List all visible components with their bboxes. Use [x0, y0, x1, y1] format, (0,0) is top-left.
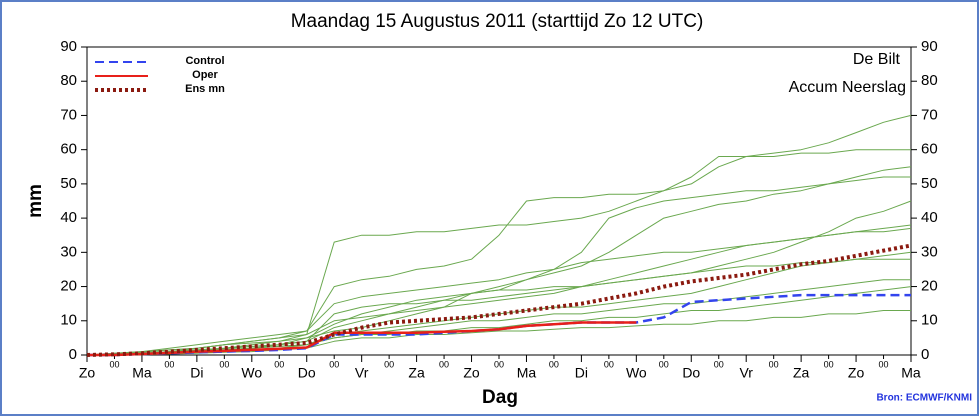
x-tick-label: 00 [439, 359, 449, 369]
y2-tick-label: 70 [921, 106, 938, 123]
y-tick-label: 10 [60, 312, 77, 329]
x-tick-label: Wo [626, 365, 647, 381]
x-tick-label: Za [793, 365, 810, 381]
x-tick-label: 00 [274, 359, 284, 369]
x-tick-label: 00 [824, 359, 834, 369]
x-tick-label: 00 [329, 359, 339, 369]
ensemble-line [86, 149, 911, 356]
y-tick-label: 60 [60, 141, 77, 158]
ensemble-line [86, 200, 912, 356]
annotation: De Bilt [853, 51, 901, 68]
x-tick-label: Di [190, 365, 203, 381]
y-tick-label: 0 [69, 346, 77, 363]
x-tick-label: Vr [739, 365, 753, 381]
y-tick-label: 50 [60, 175, 77, 192]
x-tick-label: 00 [659, 359, 669, 369]
x-tick-label: 00 [494, 359, 504, 369]
x-tick-label: Ma [517, 365, 537, 381]
ensemble-line [87, 310, 911, 356]
x-tick-label: Vr [355, 365, 369, 381]
x-tick-label: 00 [384, 359, 394, 369]
x-tick-label: Do [682, 365, 700, 381]
y2-tick-label: 40 [921, 209, 938, 226]
y2-tick-label: 10 [921, 312, 938, 329]
x-axis-label: Dag [482, 387, 518, 408]
x-tick-label: Di [575, 365, 588, 381]
legend-label: Oper [192, 69, 218, 81]
x-tick-label: 00 [109, 359, 119, 369]
x-tick-label: 00 [769, 359, 779, 369]
y2-tick-label: 50 [921, 175, 938, 192]
x-tick-label: Za [408, 365, 425, 381]
x-tick-label: Do [298, 365, 316, 381]
x-tick-label: Ma [901, 365, 921, 381]
y2-tick-label: 80 [921, 72, 938, 89]
x-tick-label: Wo [241, 365, 262, 381]
x-tick-label: Zo [79, 365, 96, 381]
y-tick-label: 30 [60, 243, 77, 260]
ensemble-line [87, 176, 911, 356]
y2-tick-label: 30 [921, 243, 938, 260]
chart-title: Maandag 15 Augustus 2011 (starttijd Zo 1… [291, 11, 704, 32]
x-tick-label: 00 [879, 359, 889, 369]
x-tick-label: 00 [714, 359, 724, 369]
series-line [86, 243, 912, 357]
y-tick-label: 80 [60, 72, 77, 89]
x-tick-label: Zo [848, 365, 865, 381]
y-tick-label: 40 [60, 209, 77, 226]
legend-label: Control [185, 55, 224, 67]
y2-tick-label: 0 [921, 346, 929, 363]
annotation: Accum Neerslag [789, 79, 906, 96]
y-tick-label: 90 [60, 38, 77, 55]
y-tick-label: 70 [60, 106, 77, 123]
y-tick-label: 20 [60, 278, 77, 295]
y-axis-label: mm [25, 184, 46, 218]
x-tick-label: 00 [549, 359, 559, 369]
y2-tick-label: 60 [921, 141, 938, 158]
x-tick-label: 00 [219, 359, 229, 369]
source: Bron: ECMWF/KNMI [876, 393, 972, 404]
legend-label: Ens mn [185, 83, 225, 95]
ensemble-line [87, 258, 911, 356]
x-tick-label: Ma [132, 365, 152, 381]
x-tick-label: 00 [164, 359, 174, 369]
x-tick-label: 00 [604, 359, 614, 369]
y2-tick-label: 90 [921, 38, 938, 55]
y2-tick-label: 20 [921, 278, 938, 295]
x-tick-label: Zo [463, 365, 480, 381]
